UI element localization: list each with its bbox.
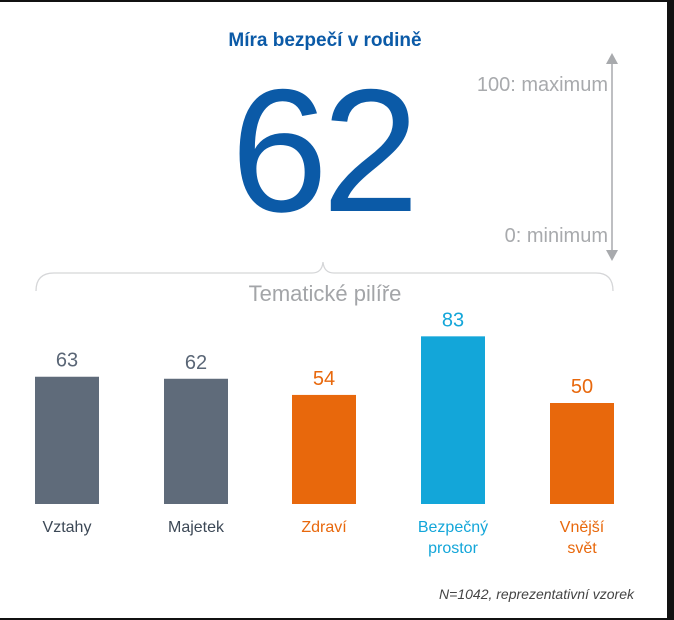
category-label: svět <box>567 540 597 557</box>
scale-arrow <box>606 53 618 261</box>
overall-score: 62 <box>230 54 420 249</box>
bar-value-label: 63 <box>56 350 78 372</box>
footnote: N=1042, reprezentativní vzorek <box>439 586 634 602</box>
category-label: Majetek <box>168 519 225 536</box>
category-label: Vnější <box>560 519 605 536</box>
bar-value-label: 50 <box>571 376 593 398</box>
bar-5 <box>550 403 614 504</box>
bar-value-label: 83 <box>442 309 464 331</box>
chart-title: Míra bezpečí v rodině <box>228 30 422 51</box>
category-label: Zdraví <box>301 519 347 536</box>
scale-max-label: 100: maximum <box>476 74 608 96</box>
pillars-brace <box>35 261 614 292</box>
bar-4 <box>421 336 485 504</box>
pillars-label: Tematické pilíře <box>248 281 402 306</box>
bar-2 <box>164 378 228 504</box>
bar-3 <box>292 394 356 504</box>
category-label: prostor <box>428 540 478 557</box>
bar-1 <box>35 376 99 504</box>
scale-min-label: 0: minimum <box>504 225 608 247</box>
category-label: Vztahy <box>43 519 92 536</box>
category-label: Bezpečný <box>418 519 488 536</box>
bar-value-label: 54 <box>313 368 335 390</box>
bar-value-label: 62 <box>185 352 207 374</box>
bars-layer: 63 Vztahy 62 Majetek 54 Zdraví 83 Bezpečný prost… <box>35 309 614 557</box>
